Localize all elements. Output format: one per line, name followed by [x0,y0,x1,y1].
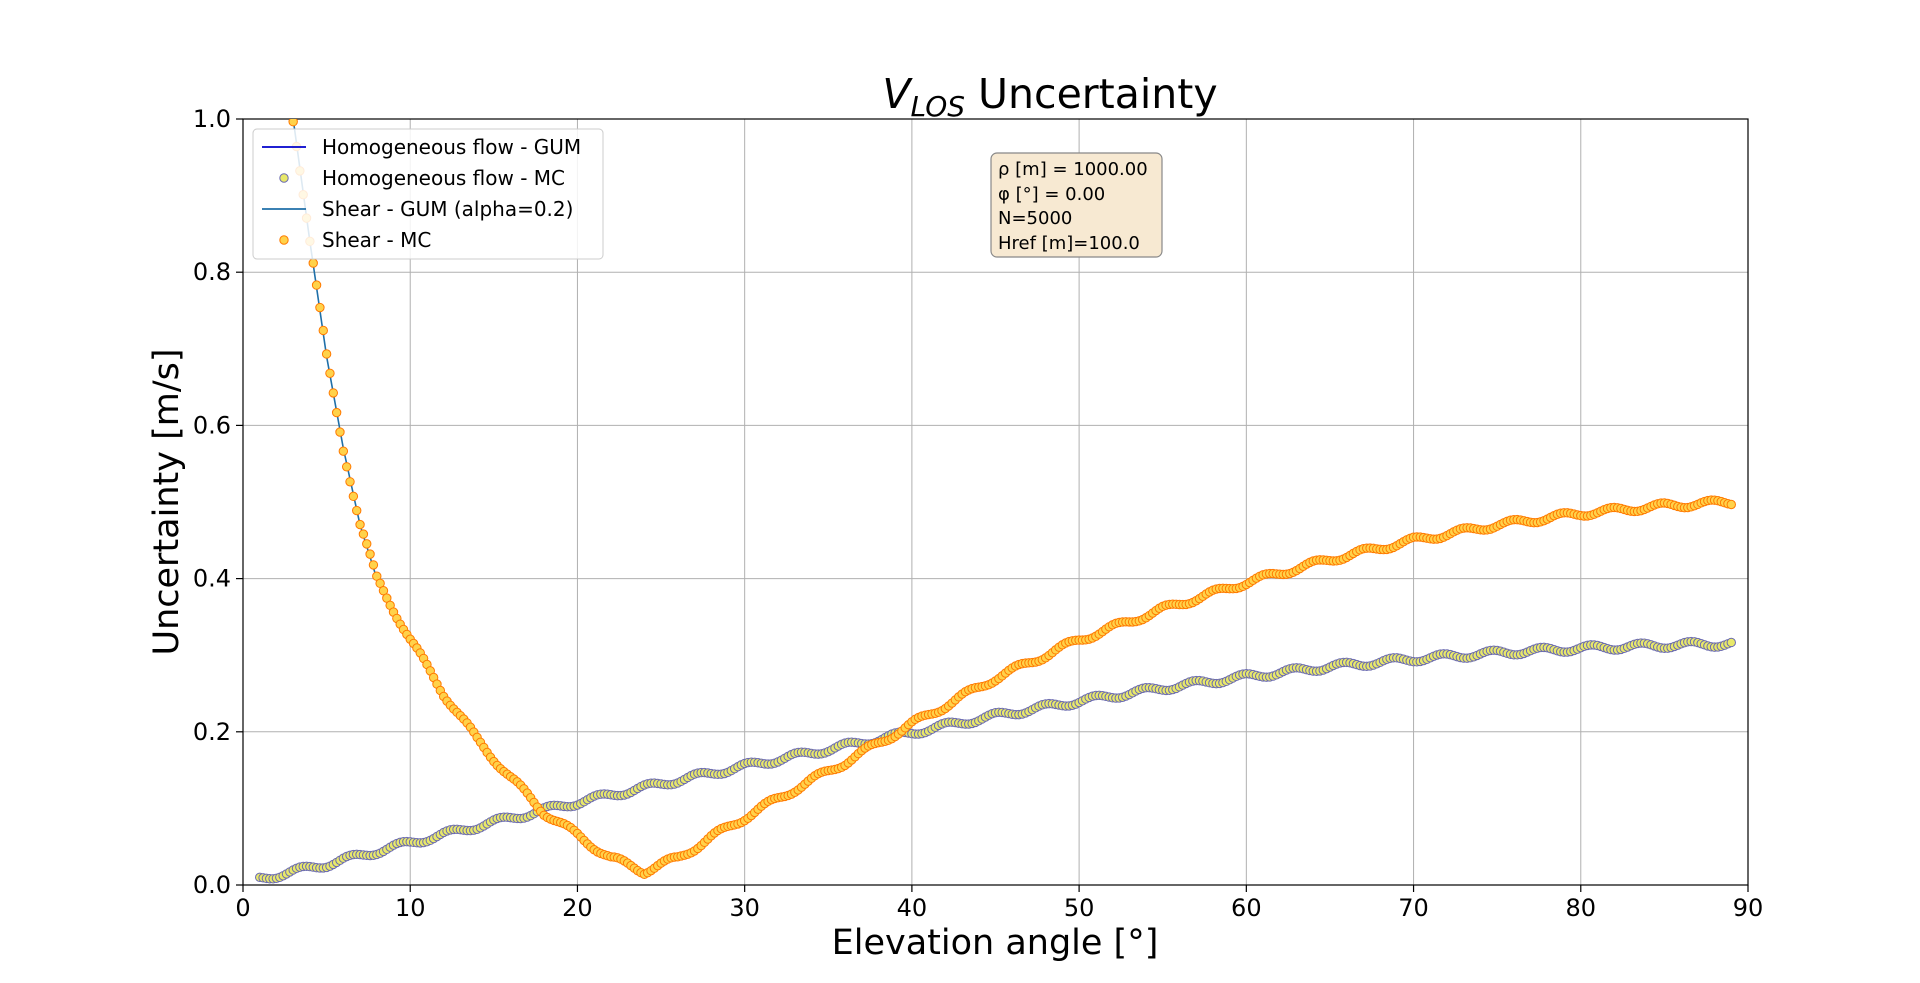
data-point [311,280,322,290]
parameter-box-frame [990,152,1163,258]
legend-marker [279,235,289,245]
x-tick-label: 90 [1733,894,1764,922]
param-phi: φ [°] = 0.00 [998,184,1105,205]
x-tick-label: 20 [562,894,593,922]
data-point [341,462,352,472]
x-tick-label: 60 [1231,894,1262,922]
legend-marker [279,173,289,183]
data-point [352,505,362,516]
data-point [308,258,318,268]
data-point [368,560,379,570]
x-axis-label: Elevation angle [°] [832,923,1159,963]
data-point [335,427,345,437]
x-tick-label: 70 [1398,894,1429,922]
data-point [328,388,338,398]
legend-label: Shear - MC [322,228,431,252]
y-axis-label: Uncertainty [m/s] [147,348,187,655]
data-point [358,529,369,539]
y-tick-label: 0.2 [193,718,231,746]
param-rho: ρ [m] = 1000.00 [998,159,1148,180]
x-tick-label: 0 [235,894,250,922]
x-tick-label: 30 [729,894,760,922]
data-point [338,446,349,456]
parameter-box: ρ [m] = 1000.00 φ [°] = 0.00 N=5000 Href… [990,152,1163,258]
data-point [345,477,355,487]
legend-label: Shear - GUM (alpha=0.2) [322,197,573,221]
y-tick-label: 1.0 [193,105,231,133]
x-tick-label: 10 [395,894,426,922]
x-axis: 0 10 20 30 40 50 60 70 80 90 [235,885,1763,922]
legend-frame [252,128,604,260]
legend-label: Homogeneous flow - GUM [322,135,581,159]
chart-title-sub: LOS [910,90,965,123]
data-point [315,302,325,313]
data-point [325,368,335,378]
data-point [355,519,365,530]
y-tick-label: 0.8 [193,258,231,286]
data-point [362,539,372,549]
y-tick-label: 0.0 [193,871,231,899]
plot-area [242,118,1749,886]
data-point [321,349,332,359]
legend: Homogeneous flow - GUM Homogeneous flow -… [252,128,604,260]
param-href: Href [m]=100.0 [998,233,1140,254]
x-tick-label: 80 [1566,894,1597,922]
y-axis: 0.0 0.2 0.4 0.6 0.8 1.0 [193,105,243,899]
chart-title-rest: Uncertainty [965,70,1218,118]
chart-title: VLOS Uncertainty [882,70,1217,123]
x-tick-label: 40 [897,894,928,922]
y-tick-label: 0.4 [193,565,231,593]
data-point [288,119,298,127]
data-point [1726,637,1736,648]
legend-label: Homogeneous flow - MC [322,166,565,190]
data-point [331,407,342,418]
param-n: N=5000 [998,208,1072,229]
y-tick-label: 0.6 [193,411,231,439]
series-layer [255,119,1736,884]
data-point [365,549,375,559]
data-point [1726,499,1736,510]
data-point [348,491,359,502]
data-point [318,325,328,336]
chart-title-main: V [882,70,913,118]
x-tick-label: 50 [1064,894,1095,922]
